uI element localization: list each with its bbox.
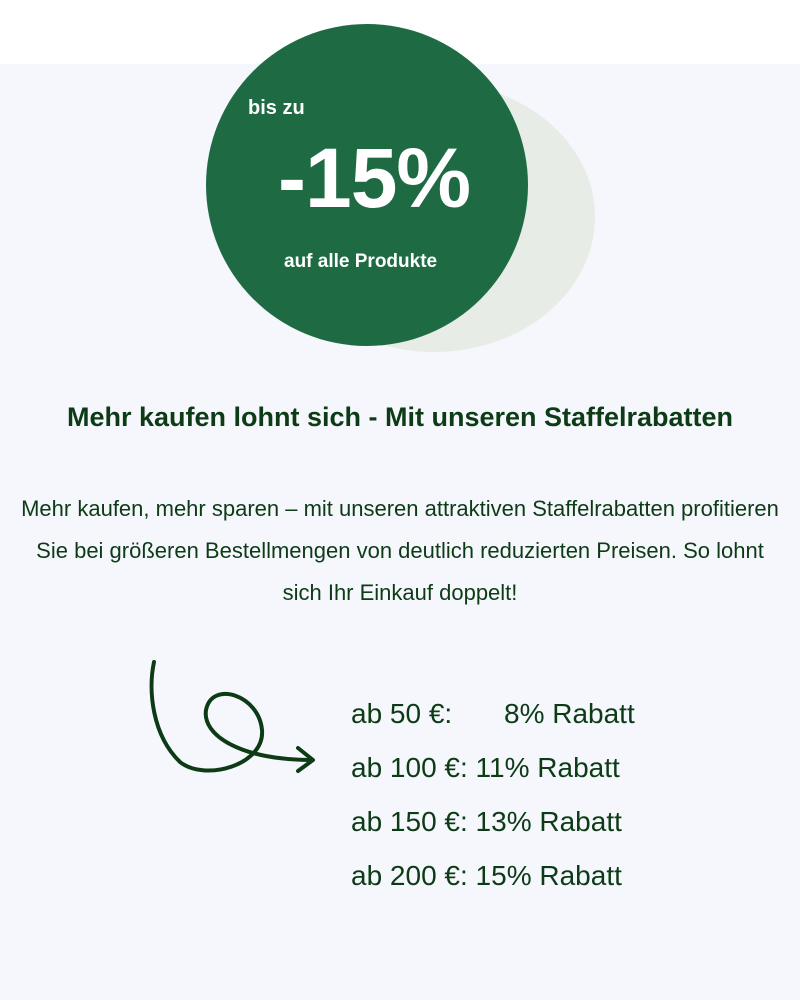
discount-tier-row: ab 100 €: 11% Rabatt <box>351 748 635 802</box>
description-text: Mehr kaufen, mehr sparen – mit unseren a… <box>21 496 779 605</box>
page-headline: Mehr kaufen lohnt sich - Mit unseren Sta… <box>66 402 734 432</box>
badge-prefix-text: bis zu <box>248 97 305 119</box>
badge-suffix-text: auf alle Produkte <box>284 251 438 272</box>
badge-percent-text: -15% <box>278 131 471 225</box>
curly-arrow-right-icon <box>149 660 315 773</box>
discount-tier-row: ab 200 €: 15% Rabatt <box>351 856 635 910</box>
tier-discount: 8% Rabatt <box>504 698 635 729</box>
tier-threshold: ab 200 €: <box>351 860 468 891</box>
discount-tier-row: ab 50 €: 8% Rabatt <box>351 694 635 748</box>
tier-threshold: ab 50 €: <box>351 698 453 729</box>
discount-badge <box>206 24 528 346</box>
tier-discount: 13% Rabatt <box>467 806 622 837</box>
discount-tier-list: ab 50 €: 8% Rabatt ab 100 €: 11% Rabatt … <box>351 694 635 910</box>
tier-threshold: ab 150 €: <box>351 806 468 837</box>
tier-discount: 15% Rabatt <box>467 860 622 891</box>
tier-threshold: ab 100 €: <box>351 752 468 783</box>
discount-tier-row: ab 150 €: 13% Rabatt <box>351 802 635 856</box>
tier-discount: 11% Rabatt <box>467 752 620 783</box>
